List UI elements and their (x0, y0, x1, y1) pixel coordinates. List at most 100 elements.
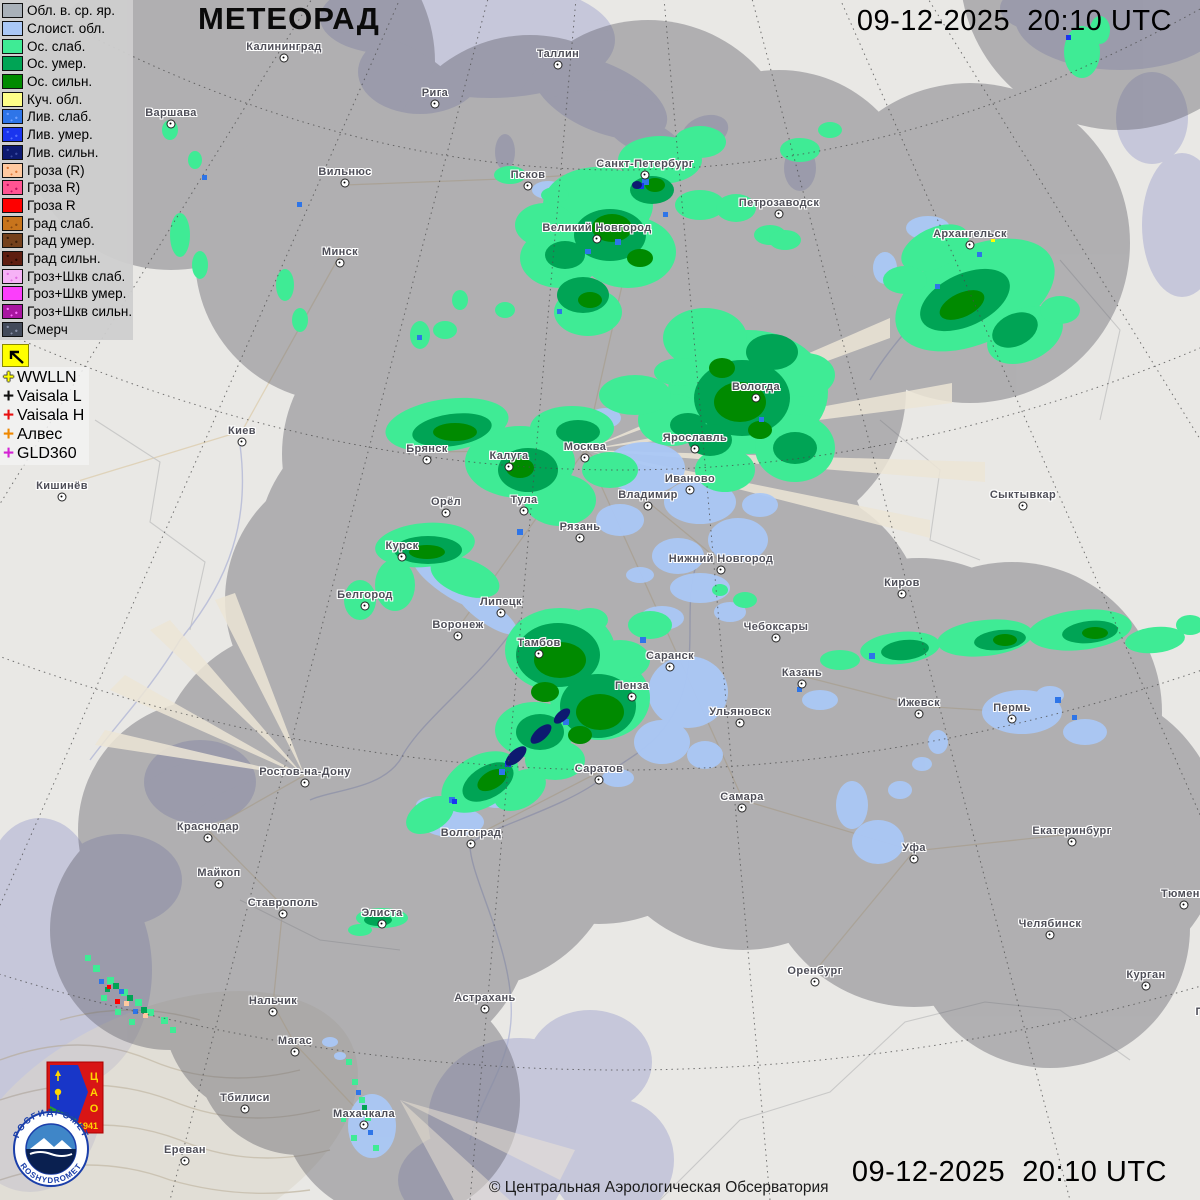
city-label: Нижний Новгород (668, 553, 774, 565)
city-label: Пенза (614, 680, 650, 692)
city-marker-icon (1007, 714, 1017, 724)
city-label: Тбилиси (220, 1092, 270, 1104)
city-label: Волгоград (440, 827, 502, 839)
legend-swatch-icon (2, 233, 23, 249)
legend-item-label: Гроз+Шкв сильн. (27, 304, 133, 320)
city-label: Калининград (246, 41, 322, 53)
legend-item-label: Лив. умер. (27, 127, 93, 143)
city-label: Курган (1126, 969, 1166, 981)
legend-item: Град слаб. (2, 214, 133, 232)
city-marker-icon (360, 601, 370, 611)
city-label: Астрахань (454, 992, 516, 1004)
legend-item: Град умер. (2, 232, 133, 250)
city-label: Ярославль (662, 432, 728, 444)
city-marker-icon (278, 909, 288, 919)
lightning-source-label: Vaisala L (17, 387, 82, 405)
lightning-source-item: + WWLLN (1, 368, 89, 387)
city-marker-icon (690, 444, 700, 454)
tornado-marker-icon (2, 344, 29, 367)
city-label: Тула (510, 494, 538, 506)
lightning-source-item: + GLD360 (1, 444, 89, 463)
legend-swatch-icon (2, 21, 23, 37)
city-marker-icon (965, 240, 975, 250)
legend-swatch-icon (2, 3, 23, 19)
legend-swatch-icon (2, 321, 23, 337)
city-label: Вильнюс (318, 166, 372, 178)
city-marker-icon (496, 608, 506, 618)
city-label: Ижевск (897, 697, 941, 709)
city-marker-icon (643, 501, 653, 511)
city-marker-icon (1045, 930, 1055, 940)
city-marker-icon (480, 1004, 490, 1014)
city-label: Архангельск (933, 228, 1007, 240)
logos: 1941 Ц А О РОСГИДРОМЕТ (0, 1050, 160, 1200)
city-marker-icon (665, 662, 675, 672)
legend-swatch-icon (2, 162, 23, 178)
legend-swatch-icon (2, 109, 23, 125)
legend-item-label: Град умер. (27, 233, 95, 249)
lightning-source-label: WWLLN (17, 368, 77, 386)
city-label: Калуга (489, 450, 529, 462)
legend-item: Гроз+Шкв умер. (2, 285, 133, 303)
legend-item: Лив. сильн. (2, 144, 133, 162)
city-label: Киев (228, 425, 256, 437)
legend-item-label: Гроза R) (27, 180, 81, 196)
city-marker-icon (640, 170, 650, 180)
plus-marker-icon: + (2, 424, 15, 445)
city-marker-icon (534, 649, 544, 659)
legend-swatch-icon (2, 197, 23, 213)
city-marker-icon (716, 565, 726, 575)
lightning-source-label: Алвес (17, 425, 63, 443)
legend-item: Гроз+Шкв слаб. (2, 267, 133, 285)
city-label: Кишинёв (36, 480, 88, 492)
city-marker-icon (909, 854, 919, 864)
city-marker-icon (1067, 837, 1077, 847)
city-label: Ереван (164, 1144, 206, 1156)
lightning-source-label: GLD360 (17, 444, 77, 462)
city-label: Белгород (337, 589, 393, 601)
legend-swatch-icon (2, 38, 23, 54)
city-marker-icon (377, 919, 387, 929)
city-label: Киров (884, 577, 920, 589)
legend-item-label: Слоист. обл. (27, 21, 106, 37)
city-marker-icon (166, 119, 176, 129)
city-label: Рязань (559, 521, 601, 533)
legend-swatch-icon (2, 91, 23, 107)
lightning-legend-panel: + WWLLN + Vaisala L + Vaisala H + Алвес + GLD360 (0, 367, 89, 465)
city-label: Самара (720, 791, 764, 803)
legend-item-label: Лив. слаб. (27, 109, 92, 125)
legend-swatch-icon (2, 268, 23, 284)
city-marker-icon (300, 778, 310, 788)
city-marker-icon (240, 1104, 250, 1114)
city-marker-icon (553, 60, 563, 70)
svg-text:Ц: Ц (90, 1071, 98, 1083)
city-marker-icon (340, 178, 350, 188)
legend-swatch-icon (2, 215, 23, 231)
city-label: Липецк (480, 596, 522, 608)
city-marker-icon (1179, 900, 1189, 910)
city-label: Сыктывкар (989, 489, 1057, 501)
caucasus-storm-cells (85, 955, 379, 1151)
city-marker-icon (575, 533, 585, 543)
city-label: Уфа (902, 842, 926, 854)
city-marker-icon (519, 506, 529, 516)
svg-text:А: А (90, 1087, 98, 1099)
city-label: Краснодар (176, 821, 240, 833)
city-marker-icon (57, 492, 67, 502)
legend-item: Ос. сильн. (2, 73, 133, 91)
city-label: Ростов-на-Дону (259, 766, 351, 778)
city-label: Екатеринбург (1032, 825, 1112, 837)
timestamp-bottom: 09-12-2025 20:10 UTC (851, 1156, 1167, 1188)
legend-item-label: Гроза R (27, 197, 76, 213)
city-marker-icon (735, 718, 745, 728)
city-label: Брянск (406, 443, 448, 455)
city-label: Великий Новгород (542, 222, 652, 234)
legend-item: Ос. умер. (2, 55, 133, 73)
city-marker-icon (737, 803, 747, 813)
city-label: Санкт-Петербург (596, 158, 694, 170)
city-marker-icon (335, 258, 345, 268)
city-label: Челябинск (1018, 918, 1082, 930)
svg-text:О: О (90, 1103, 99, 1115)
city-marker-icon (203, 833, 213, 843)
